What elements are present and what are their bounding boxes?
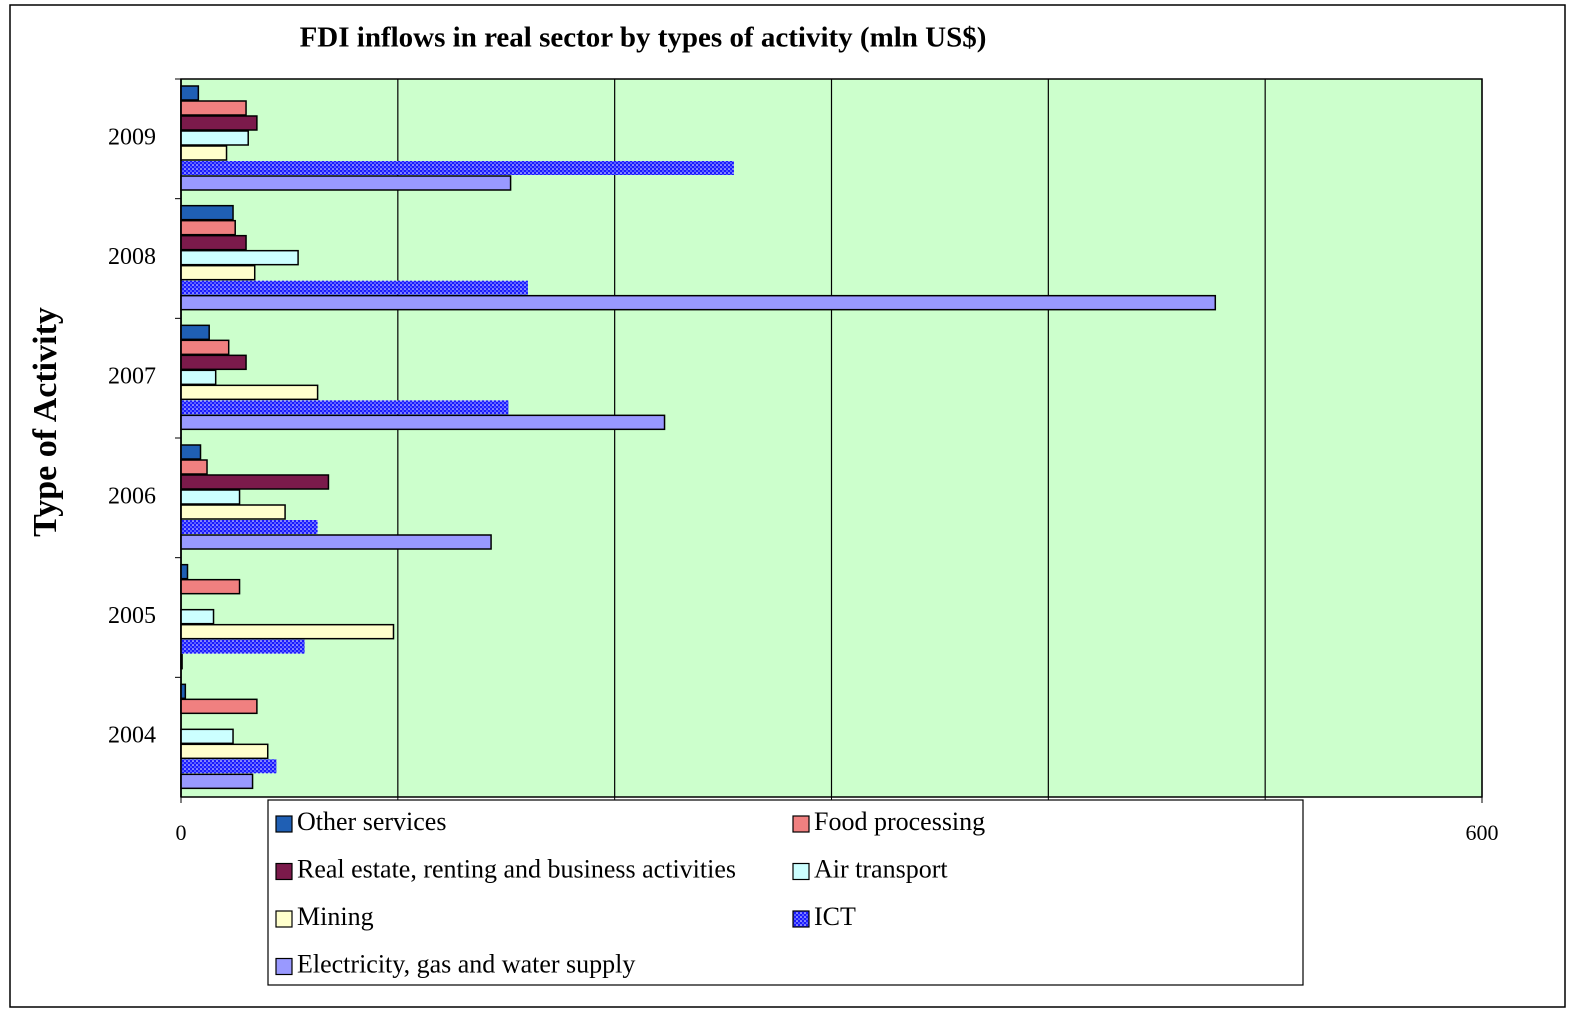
bar — [180, 698, 258, 715]
legend-swatch — [275, 957, 293, 976]
legend-label: Mining — [297, 902, 374, 931]
bar — [181, 759, 277, 774]
y-tick-label: 2008 — [108, 244, 156, 270]
legend-swatch — [792, 815, 810, 833]
bar — [180, 175, 512, 191]
bar — [181, 280, 528, 295]
bar — [180, 534, 492, 550]
legend-label: ICT — [814, 902, 856, 931]
bar — [181, 400, 509, 415]
legend-swatch — [275, 815, 293, 833]
bar — [180, 294, 1217, 311]
bar — [180, 563, 189, 580]
legend-label: Food processing — [814, 807, 985, 836]
legend-swatch — [792, 910, 810, 928]
y-tick-label: 2009 — [108, 124, 156, 150]
bar — [180, 85, 200, 101]
x-tick-label: 0 — [176, 820, 187, 845]
bar — [180, 264, 256, 281]
legend-label: Real estate, renting and business activi… — [297, 854, 736, 883]
bar — [180, 414, 666, 431]
bar — [180, 474, 330, 490]
y-tick-label: 2005 — [108, 603, 156, 629]
bar — [180, 145, 228, 161]
bar — [180, 234, 247, 251]
legend-swatch — [792, 862, 810, 881]
bar — [180, 249, 299, 266]
bar — [180, 369, 217, 386]
bar — [180, 204, 234, 221]
bar — [180, 608, 215, 625]
bar — [180, 384, 319, 401]
legend-box — [267, 799, 1304, 986]
bar — [181, 639, 305, 654]
bar — [180, 115, 258, 131]
bar — [180, 623, 395, 640]
legend-label: Electricity, gas and water supply — [297, 949, 635, 978]
bar — [180, 743, 269, 760]
bar — [180, 130, 249, 146]
bar — [180, 444, 202, 460]
y-tick-label: 2007 — [108, 364, 156, 390]
bar — [180, 773, 254, 790]
bar — [180, 459, 208, 475]
legend-swatch — [275, 910, 293, 928]
bar — [180, 339, 230, 356]
y-tick-label: 2006 — [108, 483, 156, 509]
bar — [180, 504, 286, 520]
bar — [180, 219, 236, 236]
bar — [180, 354, 247, 371]
bar — [180, 489, 241, 505]
chart-title: FDI inflows in real sector by types of a… — [300, 22, 987, 54]
bar — [180, 578, 241, 595]
bar — [181, 520, 318, 534]
bar — [180, 100, 247, 116]
legend-label: Air transport — [814, 854, 948, 883]
y-tick-label: 2004 — [108, 723, 156, 749]
bar — [181, 161, 734, 175]
x-tick-label: 600 — [1466, 820, 1499, 845]
bar — [180, 324, 210, 341]
bar — [180, 728, 234, 745]
y-axis-label: Type of Activity — [27, 307, 64, 537]
legend-label: Other services — [297, 807, 446, 836]
legend-swatch — [275, 862, 293, 881]
